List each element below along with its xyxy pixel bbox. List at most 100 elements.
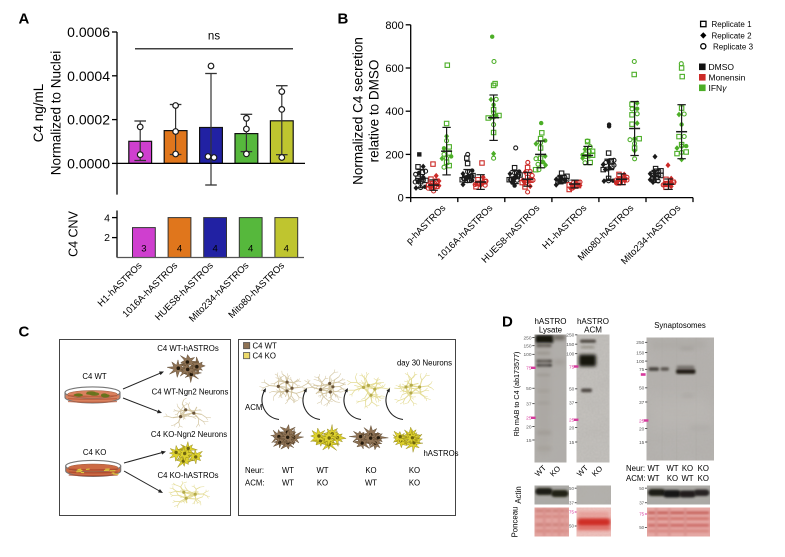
- svg-text:Replicate 3: Replicate 3: [713, 43, 754, 52]
- svg-text:C4 KO-Ngn2 Neurons: C4 KO-Ngn2 Neurons: [151, 430, 227, 439]
- svg-text:37: 37: [639, 500, 644, 505]
- svg-text:250: 250: [566, 333, 574, 339]
- svg-text:50: 50: [569, 524, 574, 529]
- svg-text:Replicate 2: Replicate 2: [712, 31, 753, 40]
- svg-text:ACM: ACM: [584, 326, 602, 335]
- svg-text:C4 CNV: C4 CNV: [67, 210, 81, 257]
- svg-text:50: 50: [569, 486, 574, 491]
- svg-text:15: 15: [569, 440, 575, 446]
- svg-text:day 30 Neurons: day 30 Neurons: [397, 359, 452, 368]
- svg-text:4: 4: [104, 212, 110, 224]
- svg-text:150: 150: [566, 342, 574, 348]
- svg-text:800: 800: [385, 20, 403, 32]
- svg-text:WT: WT: [647, 464, 659, 473]
- svg-text:15: 15: [526, 438, 532, 444]
- svg-text:Replicate 1: Replicate 1: [712, 20, 753, 29]
- svg-text:Actin: Actin: [514, 486, 523, 503]
- svg-text:Lysate: Lysate: [539, 326, 563, 335]
- svg-text:C4 WT: C4 WT: [253, 342, 277, 351]
- svg-text:50: 50: [526, 386, 532, 392]
- svg-text:100: 100: [523, 352, 531, 358]
- svg-text:75: 75: [639, 367, 645, 373]
- svg-text:C4 WT: C4 WT: [82, 372, 106, 381]
- svg-text:IFNγ: IFNγ: [709, 83, 728, 93]
- svg-text:KO: KO: [667, 474, 678, 483]
- svg-text:C4 KO: C4 KO: [83, 448, 106, 457]
- svg-text:WT: WT: [681, 474, 693, 483]
- svg-text:D: D: [502, 314, 513, 331]
- svg-text:200: 200: [385, 149, 403, 161]
- svg-text:250: 250: [523, 335, 531, 341]
- svg-text:KO: KO: [698, 474, 709, 483]
- svg-text:3: 3: [141, 244, 146, 255]
- svg-text:hASTRO: hASTRO: [577, 317, 609, 326]
- svg-text:WT: WT: [282, 478, 294, 487]
- svg-text:WT: WT: [647, 474, 659, 483]
- svg-text:WT: WT: [316, 466, 328, 475]
- svg-text:hASTRO: hASTRO: [534, 317, 566, 326]
- svg-text:C4 KO: C4 KO: [253, 352, 276, 361]
- svg-text:150: 150: [636, 350, 644, 356]
- svg-text:WT: WT: [666, 464, 678, 473]
- svg-text:0: 0: [398, 193, 404, 205]
- svg-text:Neur:: Neur:: [626, 464, 645, 473]
- svg-text:ACM:: ACM:: [245, 478, 265, 487]
- svg-text:37: 37: [526, 401, 532, 407]
- svg-text:50: 50: [639, 386, 645, 392]
- svg-text:C4 WT-hASTROs: C4 WT-hASTROs: [157, 344, 219, 353]
- svg-text:0.0004: 0.0004: [67, 68, 110, 84]
- svg-text:ACM: ACM: [245, 403, 262, 412]
- svg-text:Synaptosomes: Synaptosomes: [654, 321, 706, 330]
- svg-text:C4 WT-Ngn2 Neurons: C4 WT-Ngn2 Neurons: [152, 388, 229, 397]
- svg-text:100: 100: [636, 359, 644, 365]
- svg-text:50: 50: [639, 486, 644, 491]
- svg-text:C4 ng/mL: C4 ng/mL: [31, 83, 46, 142]
- svg-text:600: 600: [385, 63, 403, 75]
- svg-text:37: 37: [639, 400, 645, 406]
- svg-text:B: B: [338, 11, 349, 28]
- svg-text:20: 20: [569, 425, 575, 431]
- svg-text:relative to DMSO: relative to DMSO: [367, 60, 382, 163]
- svg-text:50: 50: [569, 387, 575, 393]
- svg-text:KO: KO: [698, 464, 709, 473]
- svg-text:Ponceau: Ponceau: [511, 507, 520, 538]
- svg-text:50: 50: [639, 525, 644, 530]
- svg-text:WT: WT: [282, 466, 294, 475]
- svg-text:4: 4: [212, 244, 217, 255]
- svg-text:ACM:: ACM:: [626, 474, 646, 483]
- svg-text:25: 25: [639, 418, 645, 424]
- svg-text:C: C: [19, 324, 30, 341]
- svg-text:37: 37: [569, 500, 574, 505]
- svg-text:400: 400: [385, 106, 403, 118]
- svg-text:37: 37: [569, 400, 575, 406]
- svg-text:Rb mAB to C4 (ab173577): Rb mAB to C4 (ab173577): [512, 352, 521, 437]
- svg-text:75: 75: [569, 364, 575, 370]
- svg-text:4: 4: [177, 244, 182, 255]
- svg-text:4: 4: [248, 244, 253, 255]
- svg-text:25: 25: [569, 418, 575, 424]
- svg-text:75: 75: [639, 512, 644, 517]
- svg-text:KO: KO: [409, 466, 420, 475]
- svg-text:ns: ns: [208, 31, 220, 43]
- svg-text:KO: KO: [317, 478, 328, 487]
- svg-text:150: 150: [523, 343, 531, 349]
- svg-text:hASTROs: hASTROs: [423, 449, 458, 458]
- svg-text:Neur:: Neur:: [245, 466, 264, 475]
- svg-text:A: A: [19, 11, 30, 28]
- svg-text:Monensin: Monensin: [709, 73, 746, 83]
- svg-text:4: 4: [284, 244, 289, 255]
- svg-text:250: 250: [636, 340, 644, 346]
- svg-text:WT: WT: [365, 478, 377, 487]
- svg-text:0.0000: 0.0000: [67, 155, 110, 171]
- svg-text:75: 75: [569, 510, 574, 515]
- svg-text:15: 15: [639, 440, 645, 446]
- svg-text:0.0002: 0.0002: [67, 112, 110, 128]
- svg-text:20: 20: [526, 424, 532, 430]
- svg-text:KO: KO: [365, 466, 376, 475]
- svg-text:Normalized C4 secretion: Normalized C4 secretion: [351, 37, 366, 185]
- svg-text:2: 2: [104, 232, 110, 244]
- svg-text:DMSO: DMSO: [709, 62, 735, 72]
- svg-text:20: 20: [639, 426, 645, 432]
- svg-text:0.0006: 0.0006: [67, 24, 110, 40]
- svg-text:100: 100: [566, 351, 574, 357]
